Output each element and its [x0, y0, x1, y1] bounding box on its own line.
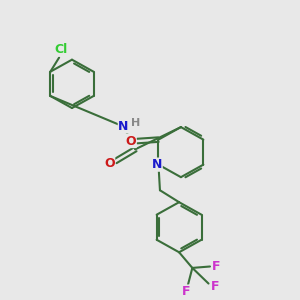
Text: H: H [131, 118, 140, 128]
Text: N: N [152, 158, 162, 171]
Text: O: O [104, 157, 115, 170]
Text: F: F [212, 260, 221, 273]
Text: Cl: Cl [54, 43, 67, 56]
Text: F: F [211, 280, 219, 293]
Text: F: F [182, 285, 191, 298]
Text: N: N [118, 120, 129, 133]
Text: O: O [125, 134, 136, 148]
